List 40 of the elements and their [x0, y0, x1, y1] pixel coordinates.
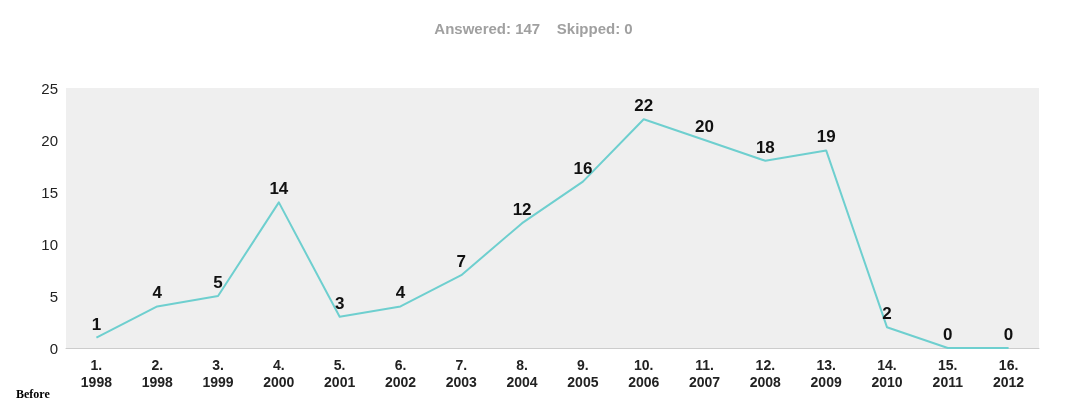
x-tick-label: 9. 2005 — [567, 356, 599, 390]
data-label: 18 — [755, 137, 775, 157]
x-tick-label: 15. 2011 — [932, 356, 964, 390]
y-tick-label: 15 — [41, 183, 58, 201]
data-label: 22 — [634, 96, 654, 116]
data-label: 1 — [91, 314, 102, 334]
x-tick-label: 3. 1999 — [202, 356, 234, 390]
x-tick-label: 12. 2008 — [749, 356, 782, 390]
data-label: 19 — [816, 127, 836, 147]
data-label: 0 — [943, 325, 953, 344]
y-tick-label: 20 — [41, 131, 58, 149]
x-tick-label: 13. 2009 — [810, 356, 842, 390]
y-tick-label: 10 — [41, 235, 58, 253]
data-label: 20 — [695, 117, 714, 136]
data-label: 16 — [573, 158, 593, 178]
data-label: 4 — [152, 283, 163, 303]
chart-title: Answered: 147 Skipped: 0 — [434, 20, 633, 37]
x-tick-label: 4. 2000 — [263, 356, 295, 390]
x-tick-label: 8. 2004 — [506, 356, 538, 390]
data-label: 4 — [395, 283, 406, 303]
data-label: 0 — [1003, 325, 1014, 344]
data-label: 14 — [269, 179, 289, 199]
x-tick-label: 14. 2010 — [871, 356, 903, 390]
y-tick-label: 25 — [41, 79, 58, 97]
x-tick-label: 7. 2003 — [445, 356, 478, 390]
data-label: 2 — [882, 304, 892, 324]
x-tick-label: 10. 2006 — [628, 356, 660, 390]
x-tick-label: 1. 1998 — [80, 356, 113, 390]
x-tick-label: 16. 2012 — [993, 356, 1025, 390]
data-label: 3 — [334, 293, 345, 313]
text: Before — [16, 387, 51, 401]
x-tick-label: 2. 1998 — [141, 356, 173, 390]
data-label: 5 — [213, 273, 223, 292]
x-tick-label: 6. 2002 — [384, 356, 417, 390]
x-tick-label: 5. 2001 — [324, 356, 356, 390]
data-label: 12 — [512, 200, 532, 220]
x-tick-label: 11. 2007 — [688, 356, 721, 390]
y-tick-label: 5 — [49, 287, 58, 305]
data-label: 7 — [456, 252, 467, 272]
y-tick-label: 0 — [49, 339, 58, 357]
